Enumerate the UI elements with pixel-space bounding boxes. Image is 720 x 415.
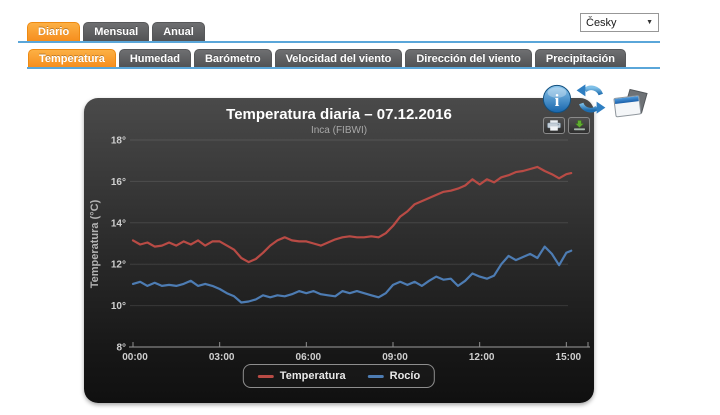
info-icon[interactable]: i [542, 84, 572, 114]
y-axis-title: Temperatura (°C) [89, 199, 101, 288]
tab-anual[interactable]: Anual [152, 22, 205, 41]
top-divider-line [18, 41, 660, 43]
x-tick-label: 00:00 [122, 352, 148, 363]
temperature-chart-panel: 18° 16° 14° 12° 10° 8° 00:00 03:00 06:00 09:00 12:… [84, 98, 594, 403]
tab-barometro[interactable]: Barómetro [193, 49, 272, 67]
print-chart-button[interactable] [543, 117, 565, 134]
legend-item-temperatura[interactable]: Temperatura [257, 370, 346, 382]
download-chart-button[interactable] [568, 117, 590, 134]
y-tick-label: 8° [116, 343, 126, 354]
chart-title: Temperatura diaria – 07.12.2016 [226, 106, 452, 123]
tab-velocidad-del-viento[interactable]: Velocidad del viento [274, 49, 403, 67]
y-tick-label: 12° [111, 260, 126, 271]
x-tick-label: 12:00 [469, 352, 495, 363]
tab-precipitacion[interactable]: Precipitación [534, 49, 626, 67]
x-tick-label: 15:00 [556, 352, 582, 363]
chart-subtitle: Inca (FIBWI) [310, 125, 368, 136]
y-tick-label: 14° [111, 218, 126, 229]
legend-item-rocio[interactable]: Rocío [367, 370, 421, 382]
x-tick-label: 06:00 [296, 352, 322, 363]
series-line-rocio [131, 245, 573, 304]
tab-temperatura[interactable]: Temperatura [28, 49, 116, 67]
language-select[interactable]: Česky ▼ [580, 13, 659, 32]
refresh-icon[interactable] [575, 83, 607, 115]
download-icon [573, 120, 585, 131]
legend-marker-rocio [367, 374, 384, 378]
legend-marker-temperatura [257, 374, 274, 378]
open-window-icon[interactable] [611, 88, 649, 121]
language-select-value: Česky [586, 16, 617, 29]
tab-humedad[interactable]: Humedad [118, 49, 191, 67]
tab-mensual[interactable]: Mensual [83, 22, 150, 41]
y-tick-label: 16° [111, 177, 126, 188]
y-tick-label: 18° [111, 136, 126, 147]
legend-label-rocio: Rocío [389, 370, 421, 382]
chart-plot-area: 18° 16° 14° 12° 10° 8°00:00 03:00 06:00 09:00 12:… [89, 136, 590, 363]
x-tick-label: 03:00 [209, 352, 235, 363]
legend-label-temperatura: Temperatura [279, 370, 346, 382]
period-tab-row: Diario Mensual Anual [27, 22, 205, 41]
x-tick-label: 09:00 [382, 352, 408, 363]
series-line-temperatura [131, 165, 573, 264]
chevron-down-icon: ▼ [646, 19, 653, 26]
tab-direccion-del-viento[interactable]: Dirección del viento [405, 49, 532, 67]
tab-diario[interactable]: Diario [27, 22, 81, 41]
printer-icon [547, 120, 561, 131]
chart-legend: Temperatura Rocío [242, 364, 436, 388]
y-tick-label: 10° [111, 301, 126, 312]
metric-tab-row: Temperatura Humedad Barómetro Velocidad del… [28, 49, 626, 67]
bottom-divider-line [27, 67, 660, 69]
svg-text:i: i [555, 91, 560, 110]
chart-export-buttons [543, 117, 590, 134]
